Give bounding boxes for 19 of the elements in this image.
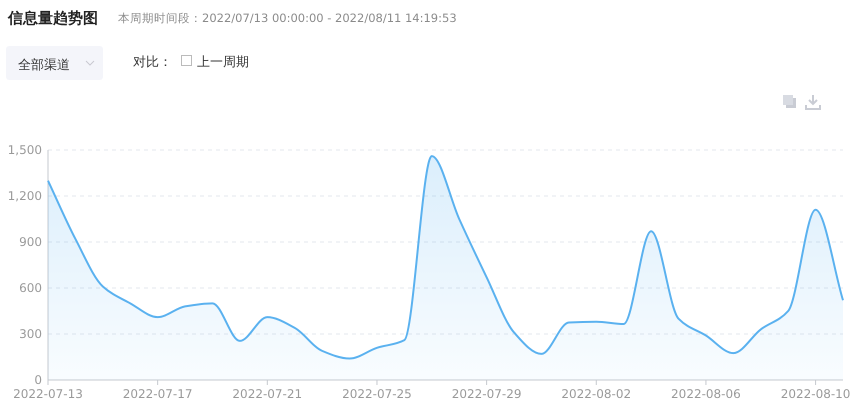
y-tick-label: 1,500 [8,143,42,157]
chart-title: 信息量趋势图 [7,9,98,27]
x-tick-label: 2022-07-17 [122,387,193,401]
chart-subtitle: 本周期时间段：2022/07/13 00:00:00 - 2022/08/11 14:19:53 [118,11,457,25]
x-tick-label: 2022-08-02 [561,387,632,401]
text: 上一周期 [197,55,249,70]
x-tick-label: 2022-07-25 [342,387,412,401]
y-tick-label: 600 [19,281,42,295]
x-tick-label: 2022-07-29 [452,387,522,401]
x-tick-label: 2022-07-13 [13,387,83,401]
y-tick-label: 0 [34,373,42,387]
x-tick-label: 2022-08-06 [671,387,741,401]
text: 对比： [133,55,172,70]
y-tick-label: 900 [19,235,42,249]
text: 全部渠道 [18,58,70,73]
y-tick-label: 1,200 [8,189,42,203]
y-tick-label: 300 [19,327,42,341]
x-tick-label: 2022-08-10 [780,387,850,401]
x-tick-label: 2022-07-21 [232,387,302,401]
